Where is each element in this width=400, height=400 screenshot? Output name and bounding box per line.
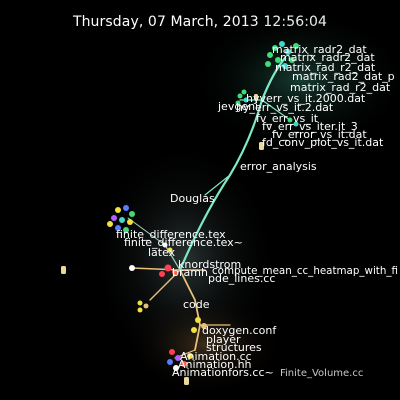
- cluster-code: [191, 317, 207, 333]
- label-fv-1: fv_err_vs_iter.it_3: [262, 120, 358, 133]
- label-animation-2: Animation.hh: [178, 358, 252, 371]
- label-error-analysis: error_analysis: [240, 160, 317, 173]
- cluster-jevgeni: [235, 89, 249, 106]
- glow-lower: [125, 295, 285, 395]
- label-player: player: [206, 333, 241, 346]
- label-hy-err: hyverr_vs_it.2000.dat: [246, 92, 366, 105]
- label-matrix-1: matrix_radr2_dat: [280, 51, 375, 64]
- label-finite-diff: finite_difference.tex: [116, 228, 226, 241]
- cluster-latex: [162, 242, 173, 253]
- user-avatar-icon: [61, 266, 66, 274]
- user-avatars: [61, 94, 264, 385]
- branch-finite-diff: [127, 217, 166, 246]
- label-matrix-0: matrix_radr2_dat: [272, 43, 367, 56]
- label-knordstrom: knordstrom: [178, 258, 241, 271]
- label-animation-1: Animation.cc: [180, 350, 252, 363]
- label-latex: latex: [148, 246, 176, 259]
- glow-top: [190, 10, 400, 150]
- label-matrix-2: matrix_rad_r2_dat: [275, 61, 376, 74]
- label-fv-2: fv_error_vs_it.dat: [272, 128, 367, 141]
- label-heatmap: compute_mean_cc_heatmap_with_fi: [212, 264, 398, 277]
- branch-main: [178, 56, 287, 272]
- label-finite-volume: Finite_Volume.cc: [280, 368, 363, 379]
- cluster-center: [129, 264, 178, 277]
- label-bramh: bramh: [172, 266, 208, 279]
- label-matrix-4: matrix_rad_r2_dat: [290, 81, 391, 94]
- branch-fv: [261, 99, 291, 121]
- cluster-animation: [167, 349, 193, 371]
- cluster-matrix: [265, 41, 299, 69]
- label-fv-3: fd_conv_plot_vs_it.dat: [262, 136, 384, 149]
- branch-code: [179, 269, 201, 351]
- label-animation-cc: Animationfors.cc~: [172, 366, 274, 379]
- cluster-finite-diff: [107, 205, 135, 233]
- label-code: code: [183, 298, 210, 311]
- label-hy-err-2: hy_err_vs_it.2.dat: [236, 101, 334, 114]
- user-avatar-icon: [254, 94, 258, 100]
- user-avatar-icon: [184, 377, 189, 385]
- branch-latex: [164, 244, 181, 271]
- label-structures: structures: [206, 341, 262, 354]
- label-fv-0: fv_err_vs_it: [256, 112, 319, 125]
- cluster-lower-left: [137, 300, 149, 313]
- label-matrix-3: matrix_rad2_dat_p: [292, 70, 395, 83]
- label-jevgeni: jevgeni: [217, 100, 258, 113]
- label-douglas: Douglas: [170, 192, 215, 205]
- node-labels: matrix_radr2_dat matrix_radr2_dat matrix…: [116, 43, 398, 379]
- branch-douglas: [204, 174, 231, 196]
- label-pde-lines: pde_lines.cc: [208, 272, 275, 285]
- label-doxygen: doxygen.conf: [202, 324, 277, 337]
- label-finite-diff-2: finite_difference.tex~: [124, 236, 243, 249]
- cluster-fv: [287, 117, 299, 127]
- branch-left: [131, 267, 181, 271]
- user-avatar-icon: [259, 142, 264, 150]
